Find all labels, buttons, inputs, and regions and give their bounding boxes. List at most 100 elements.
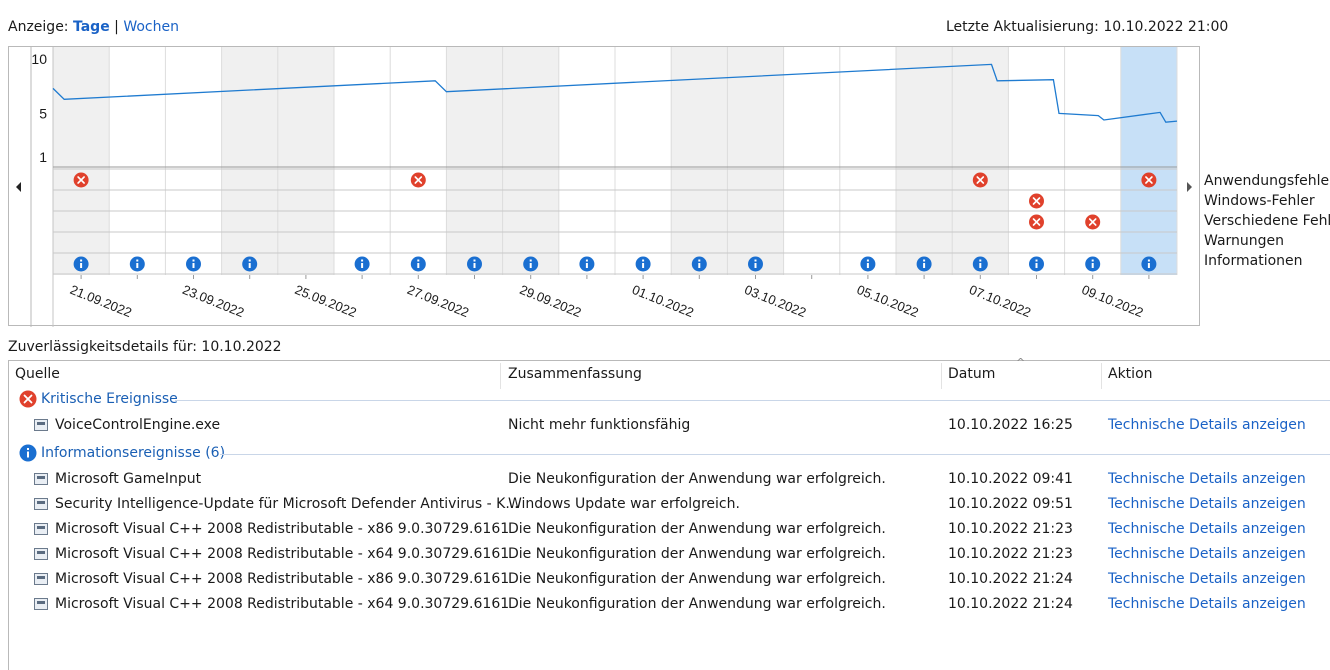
event-info-icon (186, 256, 201, 272)
column-divider[interactable] (1101, 363, 1102, 389)
reliability-chart[interactable]: 10 5 1 21.09.2022 23.09.2022 25.09.2022 27.09.… (8, 46, 1200, 327)
x-tick-label: 01.10.2022 (630, 282, 696, 320)
info-row-date: 10.10.2022 21:24 (948, 571, 1073, 587)
event-info-icon (242, 256, 258, 272)
legend-app-errors: Anwendungsfehler (1204, 173, 1330, 189)
info-icon-dot (923, 259, 926, 262)
info-icon-dot (361, 259, 364, 262)
x-tick-label: 23.09.2022 (180, 282, 246, 320)
event-info-icon (467, 256, 482, 272)
error-icon-cross (1032, 197, 1041, 205)
day-column (952, 47, 1009, 275)
scroll-right-icon (1187, 182, 1192, 192)
info-events-group[interactable]: Informationsereignisse (6) (41, 445, 226, 461)
info-icon-bar (923, 263, 926, 268)
error-icon-cross (1032, 218, 1041, 226)
view-days-link[interactable]: Tage (72, 19, 110, 35)
event-info-icon (354, 256, 370, 272)
critical-row-source: VoiceControlEngine.exe (55, 417, 221, 433)
info-icon-dot (585, 259, 588, 262)
info-icon-bar (866, 263, 869, 268)
technical-details-link[interactable]: Technische Details anzeigen (1108, 521, 1306, 537)
column-divider[interactable] (941, 363, 942, 389)
event-info-icon (691, 256, 707, 272)
technical-details-link[interactable]: Technische Details anzeigen (1108, 471, 1306, 487)
column-header-source[interactable]: Quelle (15, 366, 60, 382)
technical-details-link[interactable]: Technische Details anzeigen (1108, 496, 1306, 512)
event-info-icon (916, 256, 932, 272)
info-icon-bar (1091, 263, 1094, 268)
event-error-icon (410, 172, 426, 188)
info-icon-bar (192, 263, 195, 268)
event-info-icon (1029, 256, 1044, 272)
info-row-date: 10.10.2022 09:41 (948, 471, 1073, 487)
details-title: Zuverlässigkeitsdetails für: 10.10.2022 (8, 339, 282, 355)
x-tick-label: 21.09.2022 (68, 282, 134, 320)
details-table (8, 360, 1330, 670)
technical-details-link[interactable]: Technische Details anzeigen (1108, 546, 1306, 562)
x-tick-label: 25.09.2022 (293, 282, 359, 320)
legend-windows-errors: Windows-Fehler (1204, 193, 1315, 209)
day-column (1008, 47, 1065, 275)
x-tick-label: 27.09.2022 (405, 282, 471, 320)
technical-details-link[interactable]: Technische Details anzeigen (1108, 417, 1306, 433)
error-icon-cross (77, 176, 85, 184)
legend-warnings: Warnungen (1204, 233, 1285, 249)
info-icon-dot (979, 259, 982, 262)
info-icon-bar (585, 263, 588, 268)
critical-events-group[interactable]: Kritische Ereignisse (41, 391, 178, 407)
info-row-summary: Die Neukonfiguration der Anwendung war e… (508, 546, 886, 562)
app-icon (34, 523, 48, 535)
day-column (390, 47, 447, 275)
day-column (334, 47, 391, 275)
technical-details-link[interactable]: Technische Details anzeigen (1108, 596, 1306, 612)
info-icon-bar (473, 263, 476, 268)
info-row-date: 10.10.2022 21:23 (948, 521, 1073, 537)
stability-index-line (52, 63, 1178, 123)
event-info-icon (129, 256, 145, 272)
column-header-action[interactable]: Aktion (1108, 366, 1153, 382)
info-icon-bar (979, 263, 982, 268)
app-icon (34, 498, 48, 510)
info-icon-bar (754, 263, 757, 268)
column-header-date[interactable]: Datum (948, 366, 996, 382)
day-column (671, 47, 728, 275)
day-column (783, 47, 840, 275)
y-tick-label: 5 (39, 105, 47, 121)
column-divider[interactable] (500, 363, 501, 389)
y-tick-label: 10 (31, 51, 47, 67)
scroll-left-icon (16, 182, 21, 192)
x-tick-label: 07.10.2022 (967, 282, 1033, 320)
info-icon-dot (417, 259, 420, 262)
info-row-summary: Die Neukonfiguration der Anwendung war e… (508, 596, 886, 612)
app-icon (34, 573, 48, 585)
info-icon-dot (473, 259, 476, 262)
app-icon (34, 548, 48, 560)
info-icon-dot (1091, 259, 1094, 262)
last-update: Letzte Aktualisierung: 10.10.2022 21:00 (946, 19, 1229, 35)
x-tick-label: 05.10.2022 (855, 282, 921, 320)
critical-row-date: 10.10.2022 16:25 (948, 417, 1073, 433)
event-info-icon (1141, 256, 1157, 272)
error-icon-cross (414, 176, 423, 184)
column-header-summary[interactable]: Zusammenfassung (508, 366, 642, 382)
event-info-icon (860, 256, 876, 272)
event-info-icon (635, 256, 651, 272)
info-icon-bar (80, 263, 83, 268)
day-column (221, 47, 278, 275)
event-info-icon (972, 256, 988, 272)
info-icon-dot (80, 259, 83, 262)
info-row-source: Security Intelligence-Update für Microso… (55, 496, 519, 512)
technical-details-link[interactable]: Technische Details anzeigen (1108, 571, 1306, 587)
legend-misc-errors: Verschiedene Fehle (1204, 213, 1330, 229)
critical-error-icon (19, 390, 37, 408)
info-icon-dot (136, 259, 139, 262)
event-error-icon (1085, 214, 1101, 230)
view-weeks-link[interactable]: Wochen (123, 19, 179, 35)
info-icon-bar (698, 263, 701, 268)
day-column (502, 47, 559, 275)
event-error-icon (1029, 193, 1044, 209)
day-column (727, 47, 784, 275)
info-row-source: Microsoft Visual C++ 2008 Redistributabl… (55, 521, 510, 537)
info-icon-dot (248, 259, 251, 262)
